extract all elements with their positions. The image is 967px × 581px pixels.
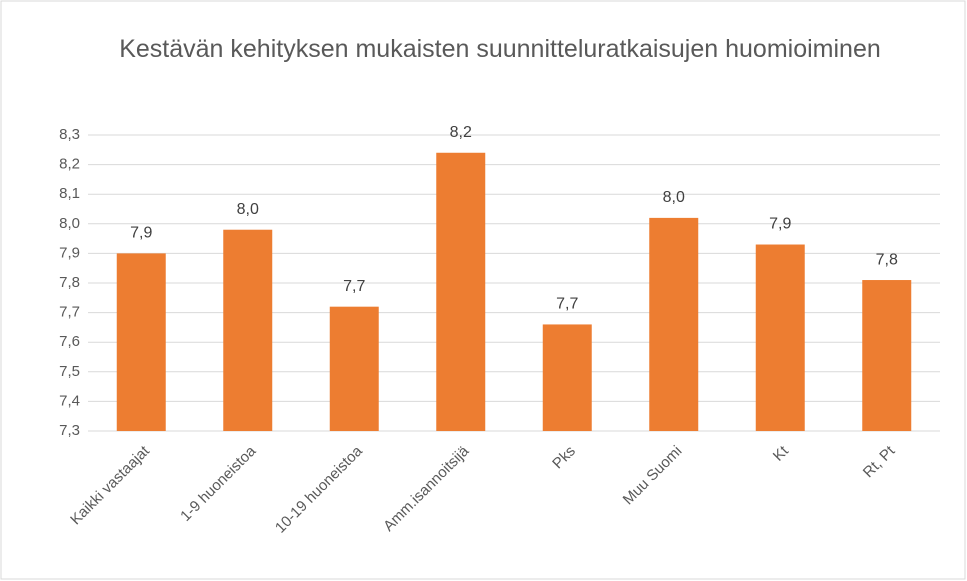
y-tick-label: 7,5 <box>59 363 80 380</box>
data-label: 8,0 <box>663 189 685 206</box>
data-label: 7,9 <box>769 216 791 233</box>
bar <box>755 244 805 431</box>
x-tick-label: 1-9 huoneistoa <box>177 442 260 525</box>
bar <box>329 306 379 431</box>
y-tick-label: 8,3 <box>59 126 80 143</box>
data-label: 7,7 <box>556 296 578 313</box>
y-tick-label: 7,6 <box>59 333 80 350</box>
x-tick-label: Kaikki vastaajat <box>67 442 153 528</box>
data-label: 8,0 <box>237 201 259 218</box>
x-tick-label: Kt <box>770 442 793 465</box>
y-tick-label: 8,0 <box>59 215 80 232</box>
chart-title: Kestävän kehityksen mukaisten suunnittel… <box>119 35 881 63</box>
data-label: 7,7 <box>343 278 365 295</box>
y-tick-label: 7,7 <box>59 304 80 321</box>
x-tick-label: Muu Suomi <box>620 443 686 509</box>
bar <box>542 324 592 431</box>
data-label: 7,9 <box>130 225 152 242</box>
x-tick-label: Amm.isannoitsijä <box>380 442 473 535</box>
data-label: 8,2 <box>450 124 472 141</box>
x-tick-label: Pks <box>549 443 579 473</box>
y-tick-label: 8,2 <box>59 156 80 173</box>
bar <box>862 280 912 431</box>
bar <box>116 253 166 431</box>
x-tick-label: 10-19 huoneistoa <box>272 442 366 536</box>
y-tick-label: 7,8 <box>59 274 80 291</box>
y-tick-label: 7,3 <box>59 422 80 439</box>
data-label: 7,8 <box>876 251 898 268</box>
x-tick-label: Rt, Pt <box>860 442 899 481</box>
y-tick-label: 8,1 <box>59 185 80 202</box>
y-tick-label: 7,4 <box>59 392 80 409</box>
bar <box>649 217 699 431</box>
bar <box>436 152 486 431</box>
y-tick-label: 7,9 <box>59 244 80 261</box>
bar <box>223 229 273 431</box>
